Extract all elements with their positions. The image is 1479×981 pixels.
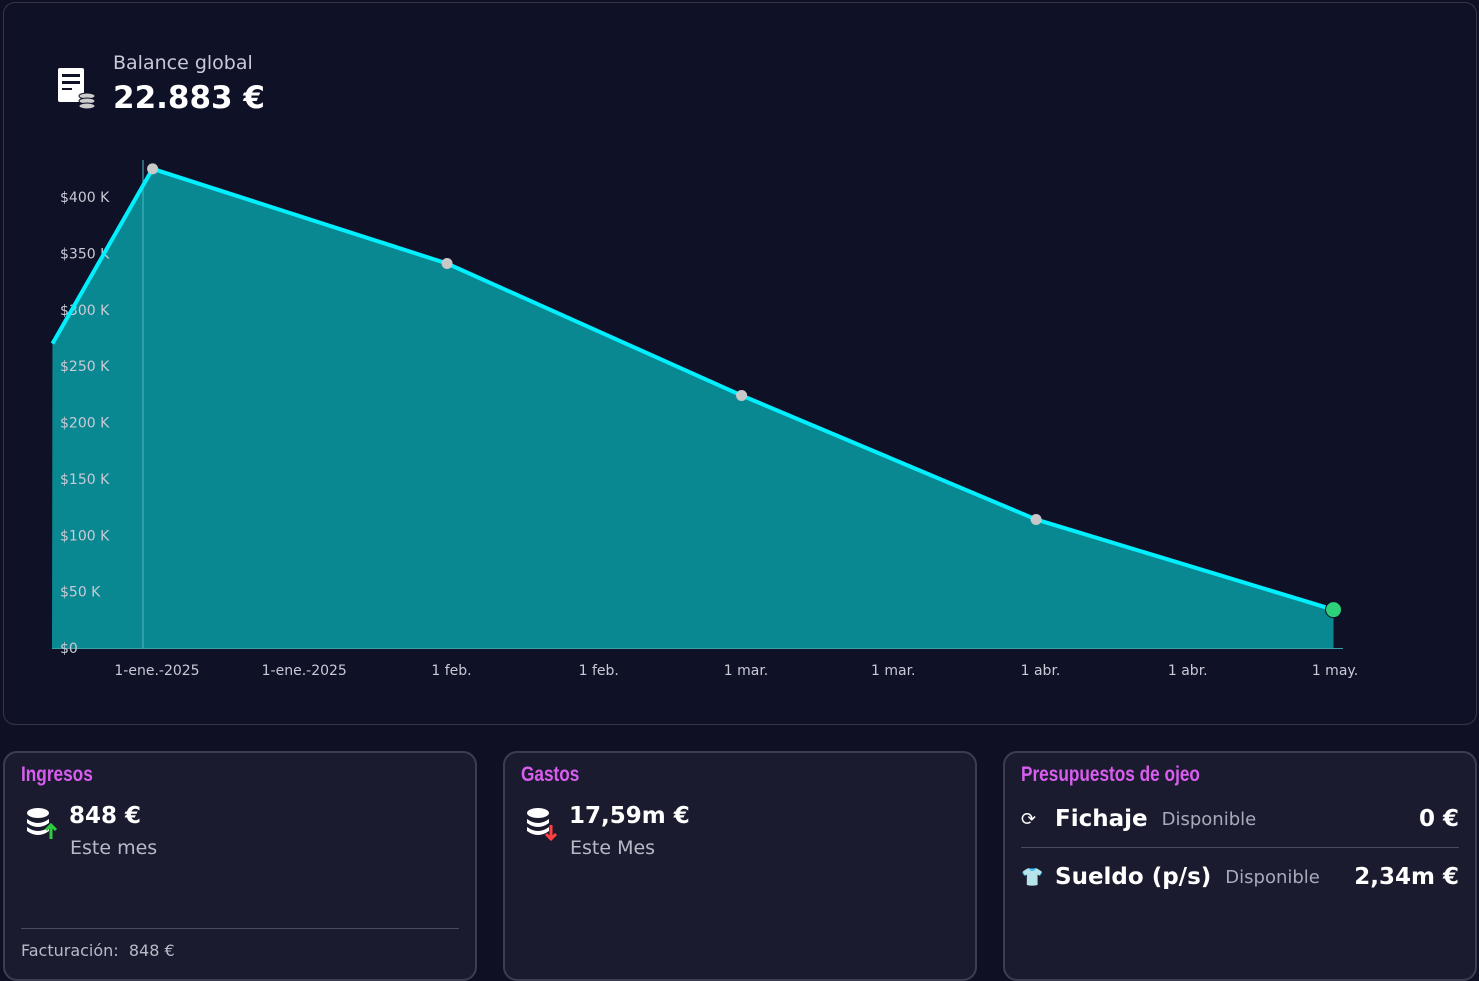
y-tick-label: $200 K: [60, 416, 110, 432]
ledger-coins-icon: [58, 68, 96, 110]
ingresos-period: Este mes: [70, 837, 158, 859]
budget-row-sueldo[interactable]: 👕 Sueldo (p/s) Disponible 2,34m €: [1021, 862, 1459, 892]
facturacion-label: Facturación:: [21, 941, 119, 960]
data-point: [736, 389, 748, 401]
x-tick-label: 1 feb.: [579, 663, 619, 679]
x-tick-label: 1 feb.: [431, 663, 471, 679]
y-tick-label: $50 K: [60, 585, 101, 601]
x-tick-label: 1-ene.-2025: [262, 663, 347, 679]
budget-row-fichaje[interactable]: ⟳ Fichaje Disponible 0 €: [1021, 804, 1459, 834]
y-tick-label: $400 K: [60, 190, 110, 206]
presupuestos-card: Presupuestos de ojeo ⟳ Fichaje Disponibl…: [1003, 751, 1477, 981]
y-tick-label: $0: [60, 641, 78, 657]
x-tick-label: 1-ene.-2025: [114, 663, 199, 679]
series-line: [50, 166, 1335, 612]
refresh-icon: ⟳: [1021, 808, 1037, 830]
gastos-card: Gastos 17,59m € Este Mes: [503, 751, 977, 981]
gastos-title: Gastos: [521, 763, 580, 786]
x-tick-label: 1 may.: [1312, 663, 1358, 679]
x-tick-label: 1 abr.: [1168, 663, 1208, 679]
data-point: [441, 258, 453, 270]
balance-value: 22.883 €: [113, 80, 265, 116]
area-fill: [52, 168, 1334, 648]
budget-amount: 2,34m €: [1354, 864, 1459, 890]
x-tick-label: 1 mar.: [871, 663, 916, 679]
budget-status: Disponible: [1161, 808, 1257, 830]
shirt-icon: 👕: [1021, 866, 1044, 888]
presupuestos-title: Presupuestos de ojeo: [1021, 763, 1200, 786]
ingresos-card: Ingresos 848 € Este mes Facturación: 848…: [3, 751, 477, 981]
ingresos-value: 848 €: [69, 803, 142, 829]
x-tick-label: 1 abr.: [1021, 663, 1061, 679]
gastos-value: 17,59m €: [569, 803, 690, 829]
balance-area-chart: $0$50 K$100 K$150 K$200 K$250 K$300 K$35…: [50, 160, 1358, 679]
divider: [1021, 847, 1459, 848]
y-tick-label: $100 K: [60, 528, 110, 544]
coins-down-icon: [527, 808, 558, 841]
data-point: [1030, 513, 1042, 525]
budget-amount: 0 €: [1418, 806, 1459, 832]
balance-label: Balance global: [113, 52, 253, 74]
facturacion: Facturación: 848 €: [21, 941, 175, 960]
data-point: [147, 163, 159, 175]
budget-name: Fichaje: [1055, 806, 1148, 832]
x-tick-label: 1 mar.: [724, 663, 769, 679]
y-tick-label: $150 K: [60, 472, 110, 488]
facturacion-value: 848 €: [128, 941, 175, 960]
y-tick-label: $350 K: [60, 246, 110, 262]
coins-up-icon: [27, 808, 58, 839]
budget-name: Sueldo (p/s): [1055, 864, 1212, 890]
budget-status: Disponible: [1225, 866, 1320, 888]
ingresos-title: Ingresos: [21, 763, 93, 786]
data-point: [1325, 601, 1343, 619]
divider: [21, 928, 459, 929]
gastos-period: Este Mes: [570, 837, 656, 859]
y-tick-label: $250 K: [60, 359, 110, 375]
